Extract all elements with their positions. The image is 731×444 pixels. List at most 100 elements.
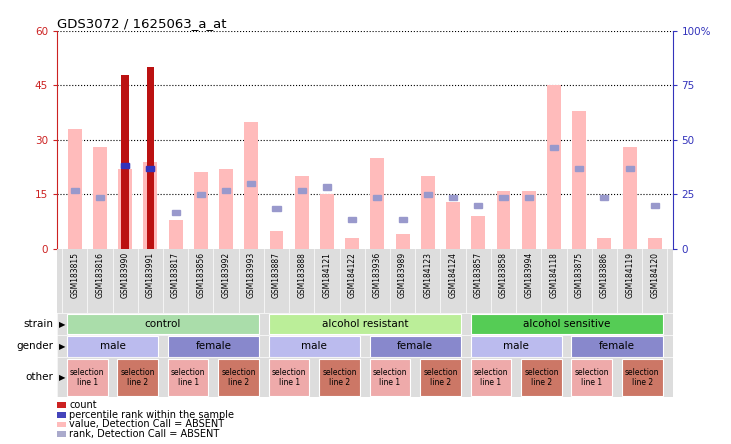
- Bar: [572, 111, 586, 249]
- Text: GSM183989: GSM183989: [398, 252, 407, 298]
- Bar: [370, 359, 410, 396]
- Text: selection
line 2: selection line 2: [322, 368, 357, 387]
- Bar: [622, 359, 662, 396]
- Text: GSM183992: GSM183992: [221, 252, 230, 298]
- Bar: [146, 166, 154, 171]
- Text: GSM183888: GSM183888: [298, 252, 306, 298]
- Text: GSM184124: GSM184124: [449, 252, 458, 298]
- Bar: [146, 166, 154, 171]
- Bar: [424, 192, 432, 197]
- Bar: [374, 195, 382, 200]
- Text: GSM183887: GSM183887: [272, 252, 281, 298]
- Bar: [67, 336, 158, 357]
- Bar: [421, 176, 435, 249]
- Bar: [371, 158, 385, 249]
- Bar: [395, 234, 409, 249]
- Bar: [471, 314, 662, 334]
- Bar: [71, 188, 79, 193]
- Bar: [323, 184, 331, 190]
- Text: female: female: [195, 341, 232, 351]
- Bar: [420, 359, 461, 396]
- Bar: [651, 202, 659, 208]
- Text: GSM184120: GSM184120: [651, 252, 659, 298]
- Text: GSM183991: GSM183991: [146, 252, 155, 298]
- Bar: [474, 202, 482, 208]
- Bar: [320, 194, 334, 249]
- Bar: [370, 336, 461, 357]
- Bar: [93, 147, 107, 249]
- Text: selection
line 2: selection line 2: [221, 368, 256, 387]
- Text: GSM183936: GSM183936: [373, 252, 382, 298]
- Text: count: count: [69, 400, 97, 410]
- Text: GSM183817: GSM183817: [171, 252, 180, 298]
- Bar: [143, 162, 157, 249]
- Bar: [648, 238, 662, 249]
- Bar: [169, 220, 183, 249]
- Bar: [121, 163, 129, 168]
- Bar: [575, 166, 583, 171]
- Bar: [67, 314, 259, 334]
- Bar: [547, 86, 561, 249]
- Bar: [550, 145, 558, 150]
- Bar: [121, 163, 129, 168]
- Bar: [67, 359, 107, 396]
- Bar: [247, 181, 255, 186]
- Text: selection
line 2: selection line 2: [423, 368, 458, 387]
- Bar: [471, 336, 561, 357]
- Text: male: male: [99, 341, 126, 351]
- Text: selection
line 1: selection line 1: [171, 368, 205, 387]
- Text: selection
line 1: selection line 1: [272, 368, 306, 387]
- Bar: [219, 359, 259, 396]
- Text: selection
line 2: selection line 2: [524, 368, 558, 387]
- Text: GDS3072 / 1625063_a_at: GDS3072 / 1625063_a_at: [57, 17, 227, 30]
- Bar: [496, 190, 510, 249]
- Text: GSM183857: GSM183857: [474, 252, 482, 298]
- Bar: [623, 147, 637, 249]
- Bar: [446, 202, 460, 249]
- Bar: [295, 176, 308, 249]
- Bar: [398, 217, 406, 222]
- Bar: [471, 359, 511, 396]
- Bar: [96, 195, 104, 200]
- Text: percentile rank within the sample: percentile rank within the sample: [69, 410, 235, 420]
- Text: selection
line 2: selection line 2: [121, 368, 155, 387]
- Bar: [168, 359, 208, 396]
- Bar: [146, 67, 154, 249]
- Text: rank, Detection Call = ABSENT: rank, Detection Call = ABSENT: [69, 429, 220, 439]
- Bar: [572, 336, 662, 357]
- Bar: [348, 217, 356, 222]
- Bar: [269, 336, 360, 357]
- Text: GSM183875: GSM183875: [575, 252, 583, 298]
- Text: strain: strain: [23, 319, 53, 329]
- Bar: [522, 190, 536, 249]
- Bar: [244, 122, 258, 249]
- Text: GSM183816: GSM183816: [96, 252, 105, 298]
- Text: GSM183815: GSM183815: [70, 252, 79, 298]
- Text: GSM184123: GSM184123: [423, 252, 432, 298]
- Text: GSM183886: GSM183886: [600, 252, 609, 298]
- Text: GSM184122: GSM184122: [348, 252, 357, 298]
- Bar: [194, 173, 208, 249]
- Text: selection
line 1: selection line 1: [70, 368, 105, 387]
- Bar: [273, 206, 281, 211]
- Text: GSM184121: GSM184121: [322, 252, 331, 298]
- Bar: [626, 166, 634, 171]
- Text: value, Detection Call = ABSENT: value, Detection Call = ABSENT: [69, 420, 224, 429]
- Text: alcohol resistant: alcohol resistant: [322, 319, 408, 329]
- Text: selection
line 1: selection line 1: [373, 368, 407, 387]
- Text: alcohol sensitive: alcohol sensitive: [523, 319, 610, 329]
- Bar: [172, 210, 180, 215]
- Bar: [269, 314, 461, 334]
- Text: male: male: [301, 341, 327, 351]
- Bar: [298, 188, 306, 193]
- Text: GSM183993: GSM183993: [247, 252, 256, 298]
- Bar: [471, 216, 485, 249]
- Bar: [521, 359, 561, 396]
- Text: other: other: [26, 373, 53, 382]
- Text: GSM183994: GSM183994: [524, 252, 533, 298]
- Text: selection
line 2: selection line 2: [625, 368, 659, 387]
- Text: ▶: ▶: [59, 373, 66, 382]
- Text: ▶: ▶: [59, 320, 66, 329]
- Bar: [118, 359, 158, 396]
- Text: female: female: [397, 341, 433, 351]
